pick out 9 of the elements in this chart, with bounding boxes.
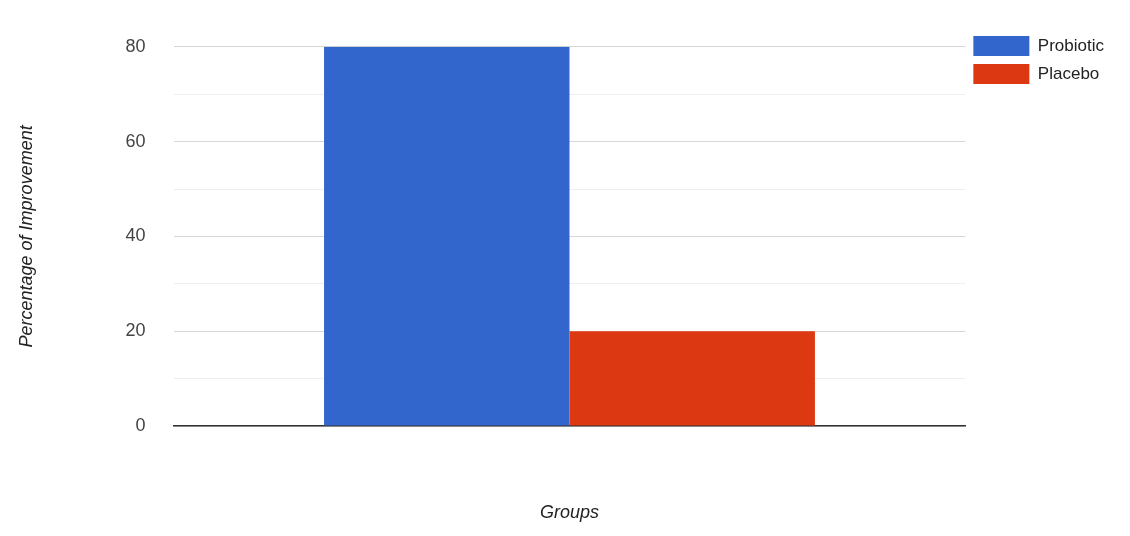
- y-axis-title: Percentage of Improvement: [15, 124, 36, 348]
- y-tick-label: 20: [125, 320, 146, 341]
- legend-label: Probiotic: [1037, 35, 1105, 55]
- y-tick-label: 0: [135, 414, 146, 435]
- y-tick-label: 80: [125, 35, 146, 56]
- legend-label: Placebo: [1037, 63, 1100, 83]
- y-tick-label: 40: [125, 225, 146, 246]
- y-tick-label: 60: [125, 130, 146, 151]
- x-axis-title: Groups: [539, 502, 600, 523]
